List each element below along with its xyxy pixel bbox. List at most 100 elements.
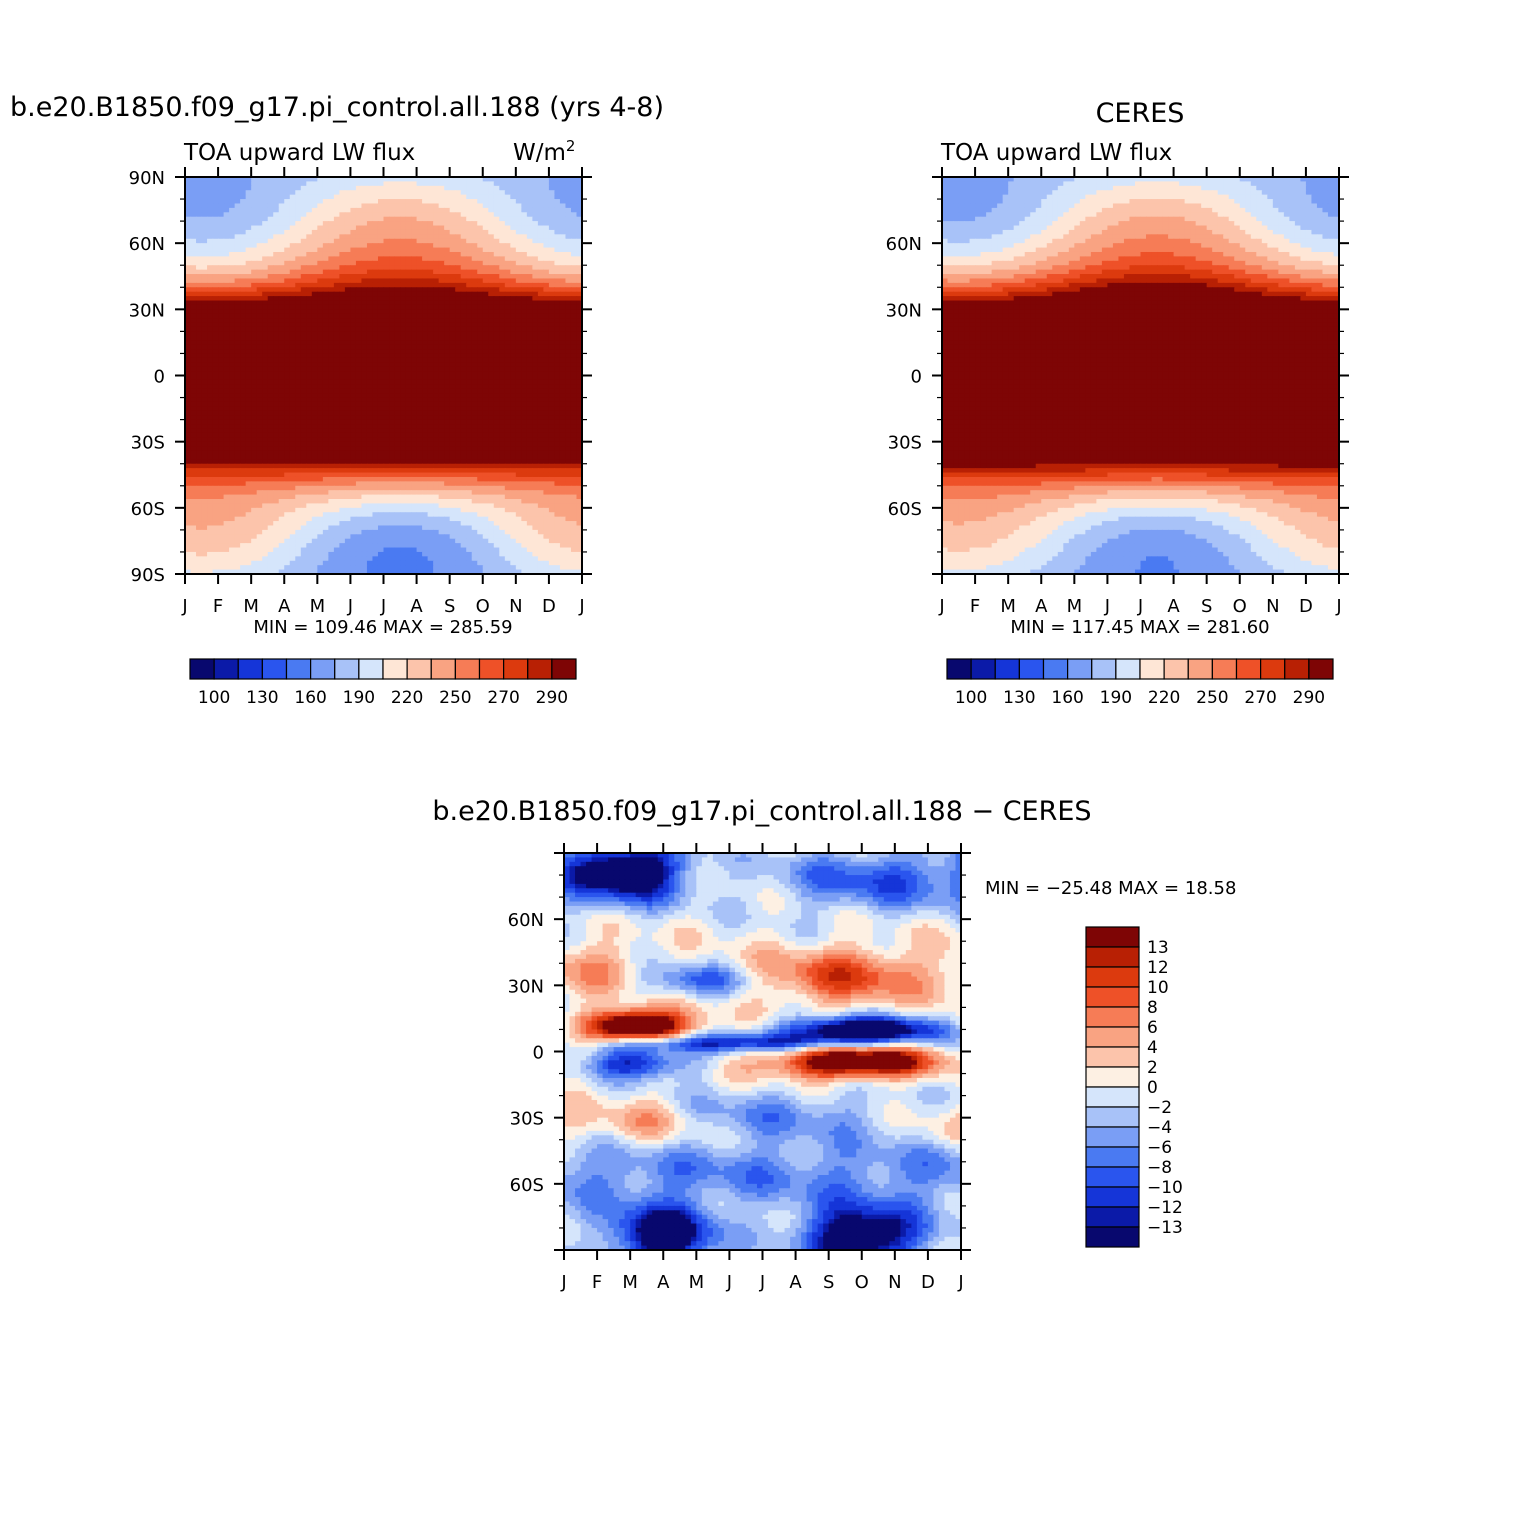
contour-cell	[471, 260, 478, 266]
contour-cell	[256, 353, 263, 359]
contour-cell	[554, 194, 561, 200]
contour-cell	[190, 366, 197, 372]
contour-cell	[554, 366, 561, 372]
contour-cell	[570, 287, 578, 293]
contour-cell	[218, 476, 225, 482]
contour-cell	[284, 446, 291, 452]
contour-cell	[322, 274, 329, 280]
contour-cell	[471, 309, 478, 315]
contour-cell	[229, 357, 236, 363]
contour-cell	[510, 344, 517, 350]
contour-cell	[262, 313, 269, 319]
contour-cell	[185, 362, 192, 368]
contour-cell	[212, 463, 219, 469]
contour-cell	[559, 278, 567, 284]
contour-cell	[278, 428, 285, 434]
contour-cell	[339, 362, 346, 368]
contour-cell	[416, 450, 423, 456]
contour-cell	[212, 229, 219, 235]
contour-cell	[438, 326, 445, 332]
contour-cell	[361, 362, 368, 368]
contour-cell	[223, 393, 230, 399]
contour-cell	[251, 362, 258, 368]
contour-cell	[273, 207, 280, 213]
contour-cell	[355, 274, 363, 280]
contour-cell	[433, 212, 440, 218]
contour-cell	[554, 251, 561, 257]
contour-cell	[256, 454, 263, 460]
contour-cell	[295, 238, 302, 244]
contour-cell	[455, 247, 462, 253]
contour-cell	[306, 463, 313, 469]
contour-cell	[565, 238, 572, 244]
contour-cell	[377, 428, 385, 434]
contour-cell	[422, 340, 429, 346]
contour-cell	[499, 432, 506, 438]
contour-cell	[322, 185, 329, 191]
contour-cell	[185, 476, 192, 482]
contour-cell	[504, 454, 511, 460]
contour-cell	[240, 212, 247, 218]
contour-cell	[196, 313, 203, 319]
contour-cell	[234, 454, 241, 460]
contour-cell	[344, 199, 352, 205]
contour-cell	[411, 185, 418, 191]
contour-cell	[262, 212, 269, 218]
contour-cell	[482, 229, 489, 235]
contour-cell	[240, 260, 247, 266]
contour-cell	[394, 419, 401, 425]
contour-cell	[212, 300, 219, 306]
contour-cell	[444, 331, 451, 337]
contour-cell	[201, 265, 208, 271]
contour-cell	[411, 468, 418, 474]
contour-cell	[366, 401, 374, 407]
contour-cell	[389, 459, 396, 465]
contour-cell	[234, 304, 241, 310]
contour-cell	[207, 428, 214, 434]
contour-cell	[185, 366, 192, 372]
contour-cell	[190, 459, 197, 465]
contour-cell	[350, 238, 357, 244]
contour-cell	[559, 415, 567, 421]
contour-cell	[284, 326, 291, 332]
contour-cell	[499, 300, 506, 306]
contour-cell	[438, 300, 445, 306]
contour-cell	[466, 309, 473, 315]
contour-cell	[405, 331, 412, 337]
contour-cell	[482, 472, 489, 478]
contour-cell	[526, 287, 533, 293]
contour-cell	[455, 318, 462, 324]
contour-cell	[273, 450, 280, 456]
contour-cell	[267, 282, 274, 288]
contour-cell	[444, 234, 451, 240]
contour-cell	[328, 256, 335, 262]
contour-cell	[427, 459, 434, 465]
contour-cell	[515, 397, 522, 403]
contour-cell	[554, 441, 561, 447]
contour-cell	[521, 397, 528, 403]
contour-cell	[510, 393, 517, 399]
contour-cell	[295, 274, 302, 280]
contour-cell	[504, 366, 511, 372]
contour-cell	[306, 190, 313, 196]
contour-cell	[389, 344, 396, 350]
contour-cell	[300, 340, 307, 346]
contour-cell	[576, 357, 582, 363]
contour-cell	[515, 300, 522, 306]
contour-cell	[482, 322, 489, 328]
contour-cell	[482, 344, 489, 350]
contour-cell	[295, 251, 302, 257]
contour-cell	[576, 415, 582, 421]
contour-cell	[300, 309, 307, 315]
contour-cell	[504, 190, 511, 196]
contour-cell	[300, 203, 307, 209]
contour-cell	[300, 282, 307, 288]
contour-cell	[438, 340, 445, 346]
contour-cell	[251, 313, 258, 319]
contour-cell	[493, 437, 500, 443]
contour-cell	[466, 291, 473, 297]
contour-cell	[234, 265, 241, 271]
contour-cell	[482, 185, 489, 191]
contour-cell	[570, 282, 578, 288]
contour-cell	[471, 472, 478, 478]
